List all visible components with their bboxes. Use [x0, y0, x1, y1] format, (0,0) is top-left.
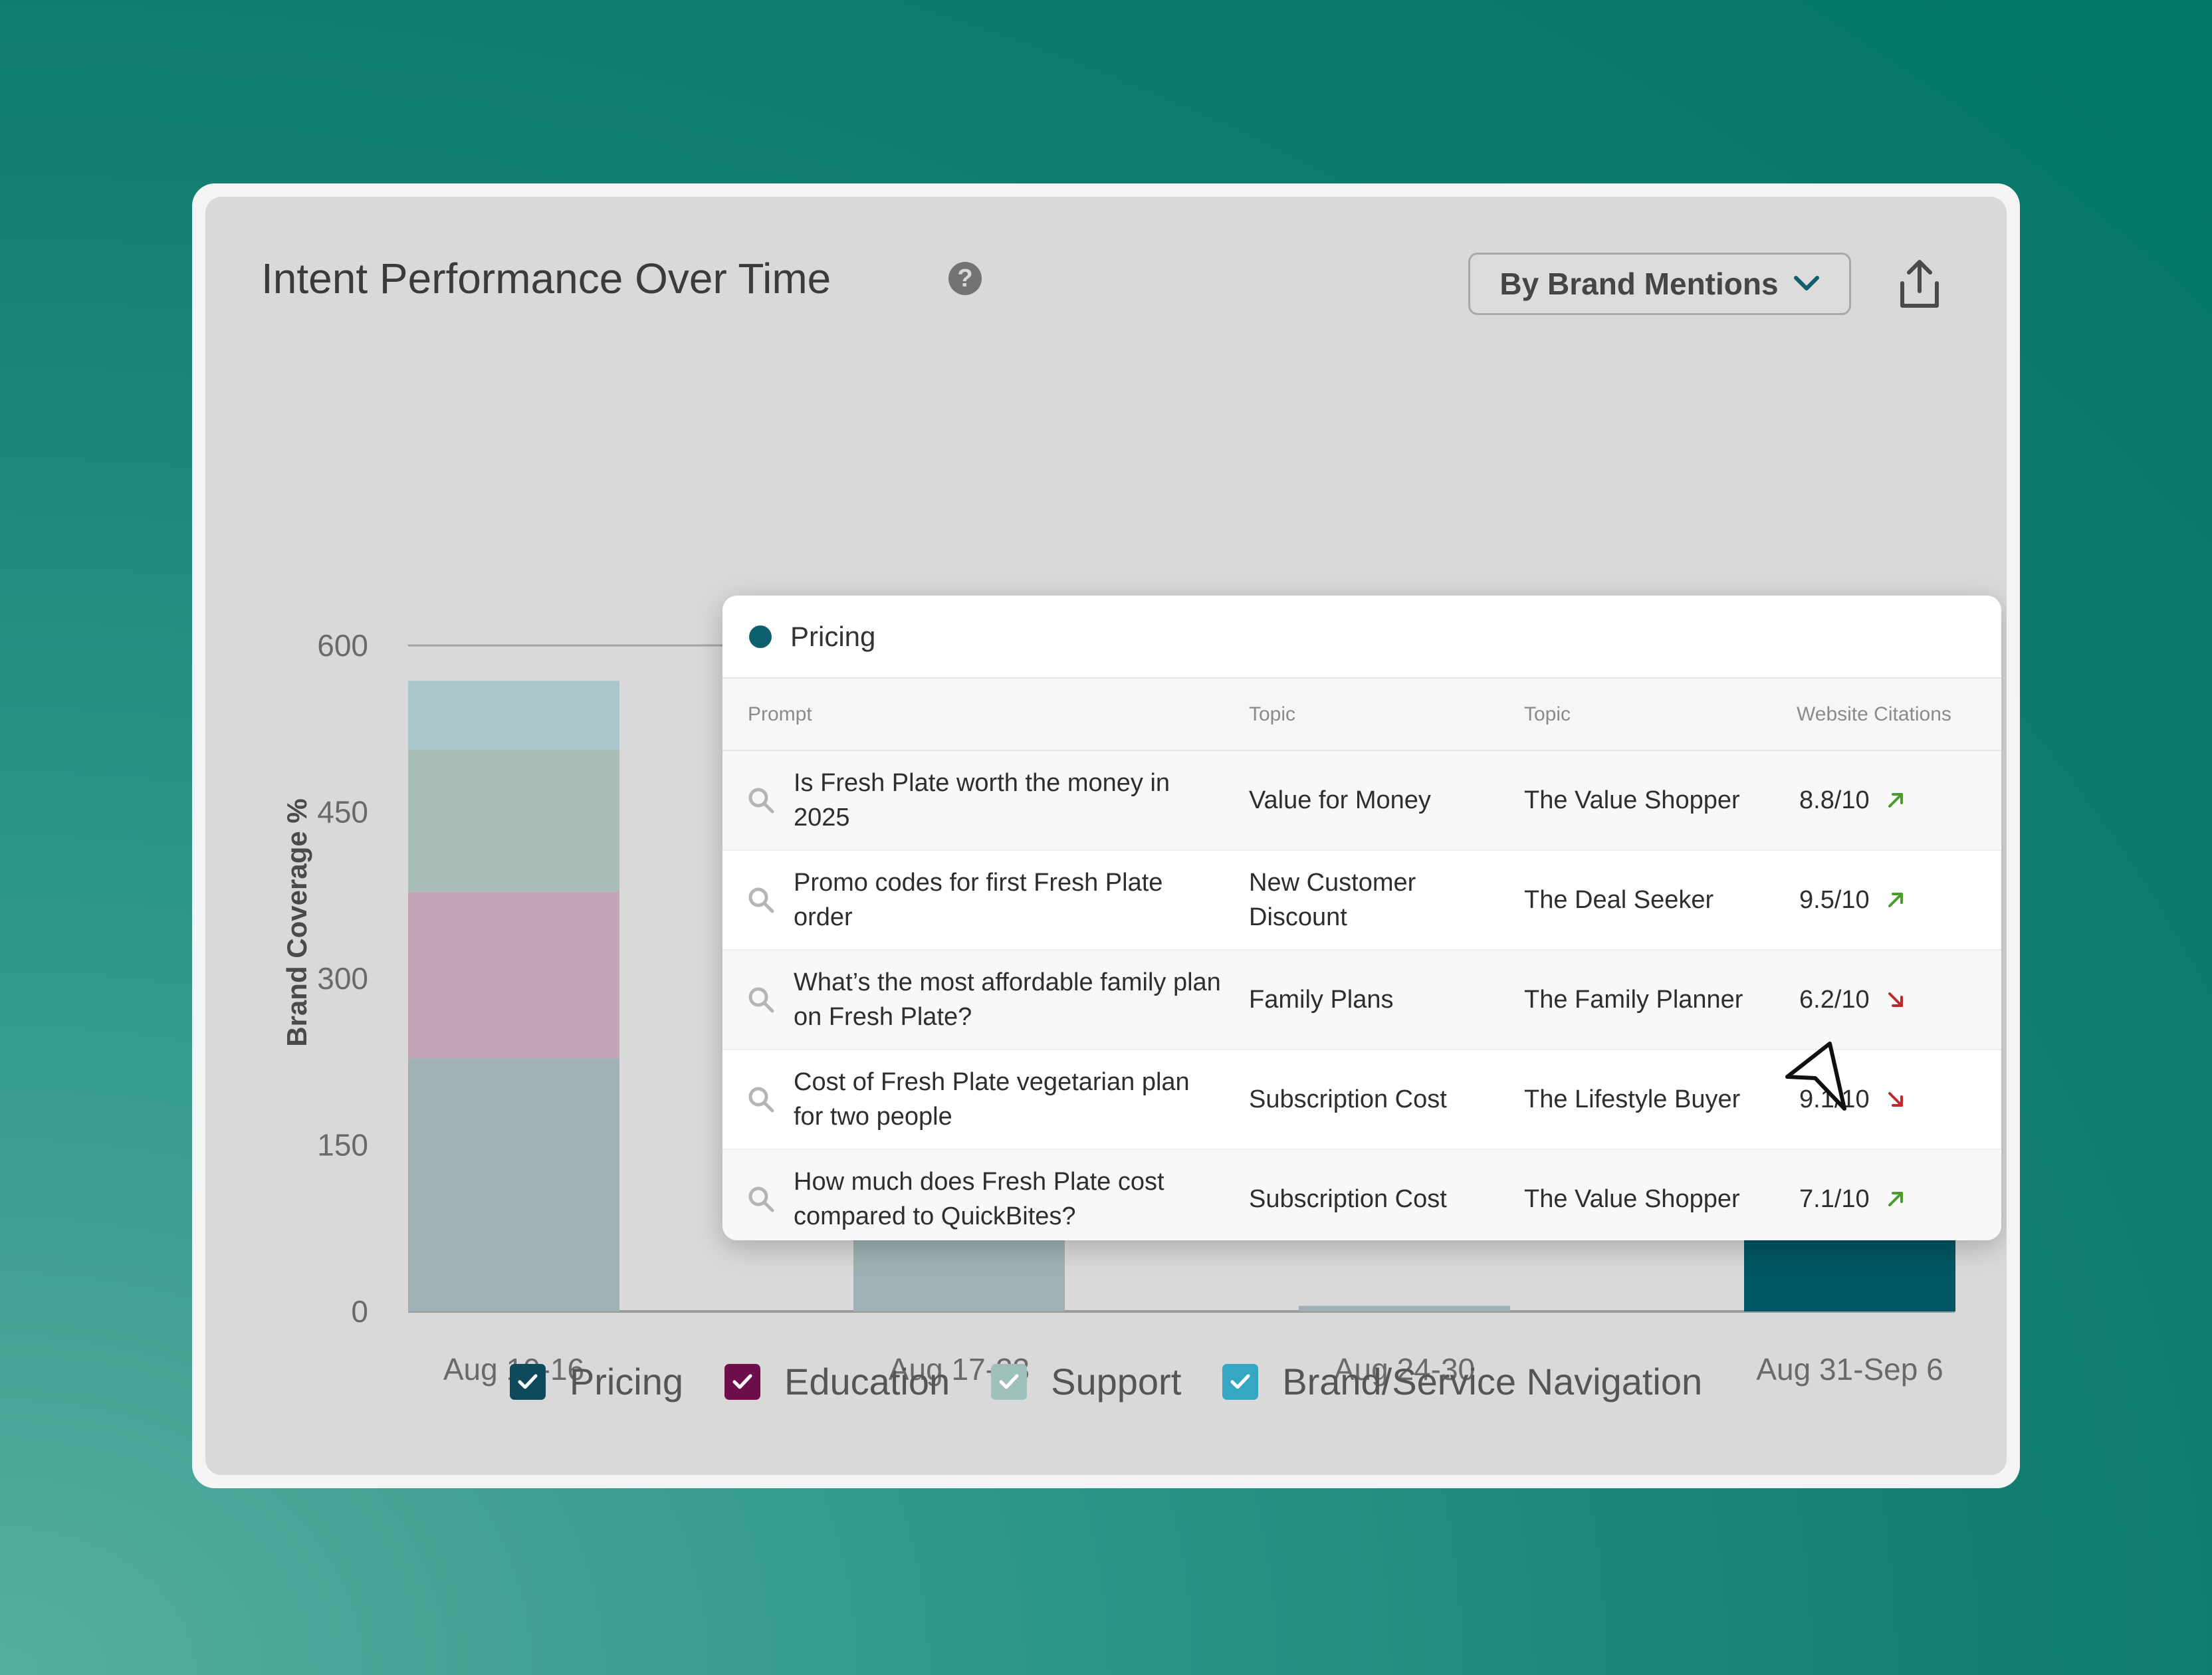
bar-segment-brand-service-navigation — [408, 681, 619, 750]
bar-segment-support — [408, 749, 619, 892]
checkbox-checked-icon[interactable] — [991, 1363, 1028, 1400]
topic-cell: Value for Money — [1249, 786, 1431, 814]
prompt-cell: Promo codes for first Fresh Plate order — [794, 869, 1163, 931]
x-tick-label: Aug 31-Sep 6 — [1756, 1352, 1943, 1387]
column-header-website-citations: Website Citations — [1797, 703, 1951, 725]
search-icon — [748, 987, 774, 1013]
legend-label: Support — [1051, 1361, 1182, 1402]
y-tick-label: 600 — [317, 628, 368, 663]
prompt-cell: Cost of Fresh Plate vegetarian plan for … — [794, 1068, 1190, 1131]
y-tick-label: 450 — [317, 795, 368, 830]
chart-legend: Pricing Education Support Brand/Service Nav… — [205, 1360, 2007, 1403]
trend-down-icon — [1888, 992, 1903, 1007]
trend-down-icon — [1888, 1092, 1903, 1107]
persona-cell: The Value Shopper — [1524, 786, 1740, 814]
y-tick-label: 0 — [351, 1294, 368, 1329]
search-icon — [748, 887, 774, 913]
legend-item-pricing[interactable]: Pricing — [509, 1360, 684, 1403]
trend-up-icon — [1888, 793, 1903, 808]
popup-series-name: Pricing — [790, 620, 876, 652]
mouse-pointer-icon — [1785, 1042, 1846, 1111]
page-title: Intent Performance Over Time — [261, 255, 831, 302]
share-upload-icon[interactable] — [1893, 258, 1946, 311]
search-icon — [748, 788, 774, 814]
trend-up-icon — [1888, 893, 1903, 907]
persona-cell: The Lifestyle Buyer — [1524, 1085, 1741, 1113]
x-tick-label: Aug 24-30 — [1334, 1352, 1475, 1387]
legend-label: Education — [784, 1361, 950, 1402]
table-row[interactable]: What’s the most affordable family plan o… — [722, 950, 2001, 1050]
persona-cell: The Deal Seeker — [1524, 886, 1714, 914]
series-dot — [749, 625, 772, 648]
y-tick-label: 300 — [317, 961, 368, 996]
table-body: Is Fresh Plate worth the money in 2025 Va… — [722, 751, 2001, 1240]
bar-segment-pricing — [1299, 1305, 1510, 1311]
table-row[interactable]: Promo codes for first Fresh Plate order N… — [722, 851, 2001, 950]
topic-cell: Subscription Cost — [1249, 1085, 1447, 1113]
persona-cell: The Value Shopper — [1524, 1185, 1740, 1213]
persona-cell: The Family Planner — [1524, 986, 1743, 1014]
topic-cell: Family Plans — [1249, 986, 1394, 1014]
y-axis-label: Brand Coverage % — [281, 798, 312, 1047]
checkbox-checked-icon[interactable] — [1222, 1363, 1259, 1400]
topic-cell: New Customer Discount — [1249, 869, 1416, 931]
metric-dropdown[interactable]: By Brand Mentions — [1468, 253, 1851, 315]
chevron-down-icon — [1793, 276, 1819, 290]
column-header-persona: Topic — [1524, 703, 1571, 725]
dropdown-label: By Brand Mentions — [1499, 267, 1779, 301]
popup-header: Pricing — [722, 596, 2001, 677]
legend-item-education[interactable]: Education — [724, 1360, 950, 1403]
column-header-topic: Topic — [1249, 703, 1296, 725]
pricing-tooltip-popup: Pricing Prompt Topic Topic Website Citat… — [722, 596, 2001, 1240]
citation-score-cell: 7.1/10 — [1799, 1185, 1870, 1213]
table-row[interactable]: How much does Fresh Plate cost compared … — [722, 1150, 2001, 1240]
legend-item-support[interactable]: Support — [991, 1360, 1181, 1403]
prompt-cell: How much does Fresh Plate cost compared … — [794, 1168, 1164, 1230]
table-header: Prompt Topic Topic Website Citations — [722, 677, 2001, 751]
bar-segment-pricing — [408, 1058, 619, 1311]
citation-score-cell: 9.5/10 — [1799, 886, 1870, 914]
legend-label: Pricing — [569, 1361, 684, 1402]
citation-score-cell: 6.2/10 — [1799, 986, 1870, 1014]
table-row[interactable]: Is Fresh Plate worth the money in 2025 Va… — [722, 751, 2001, 851]
prompt-cell: What’s the most affordable family plan o… — [794, 968, 1221, 1031]
bar-segment-education — [408, 891, 619, 1059]
legend-item-brand-service-navigation[interactable]: Brand/Service Navigation — [1222, 1360, 1702, 1403]
question-circle-icon[interactable]: ? — [948, 262, 982, 295]
search-icon — [748, 1087, 774, 1113]
trend-up-icon — [1888, 1192, 1903, 1206]
search-icon — [748, 1186, 774, 1212]
prompt-cell: Is Fresh Plate worth the money in 2025 — [794, 769, 1170, 832]
legend-label: Brand/Service Navigation — [1282, 1361, 1703, 1402]
citation-score-cell: 8.8/10 — [1799, 786, 1870, 814]
checkbox-checked-icon[interactable] — [724, 1363, 761, 1400]
y-tick-label: 150 — [317, 1128, 368, 1163]
topic-cell: Subscription Cost — [1249, 1185, 1447, 1213]
table-row[interactable]: Cost of Fresh Plate vegetarian plan for … — [722, 1050, 2001, 1150]
checkbox-checked-icon[interactable] — [509, 1363, 546, 1400]
column-header-prompt: Prompt — [748, 703, 812, 725]
